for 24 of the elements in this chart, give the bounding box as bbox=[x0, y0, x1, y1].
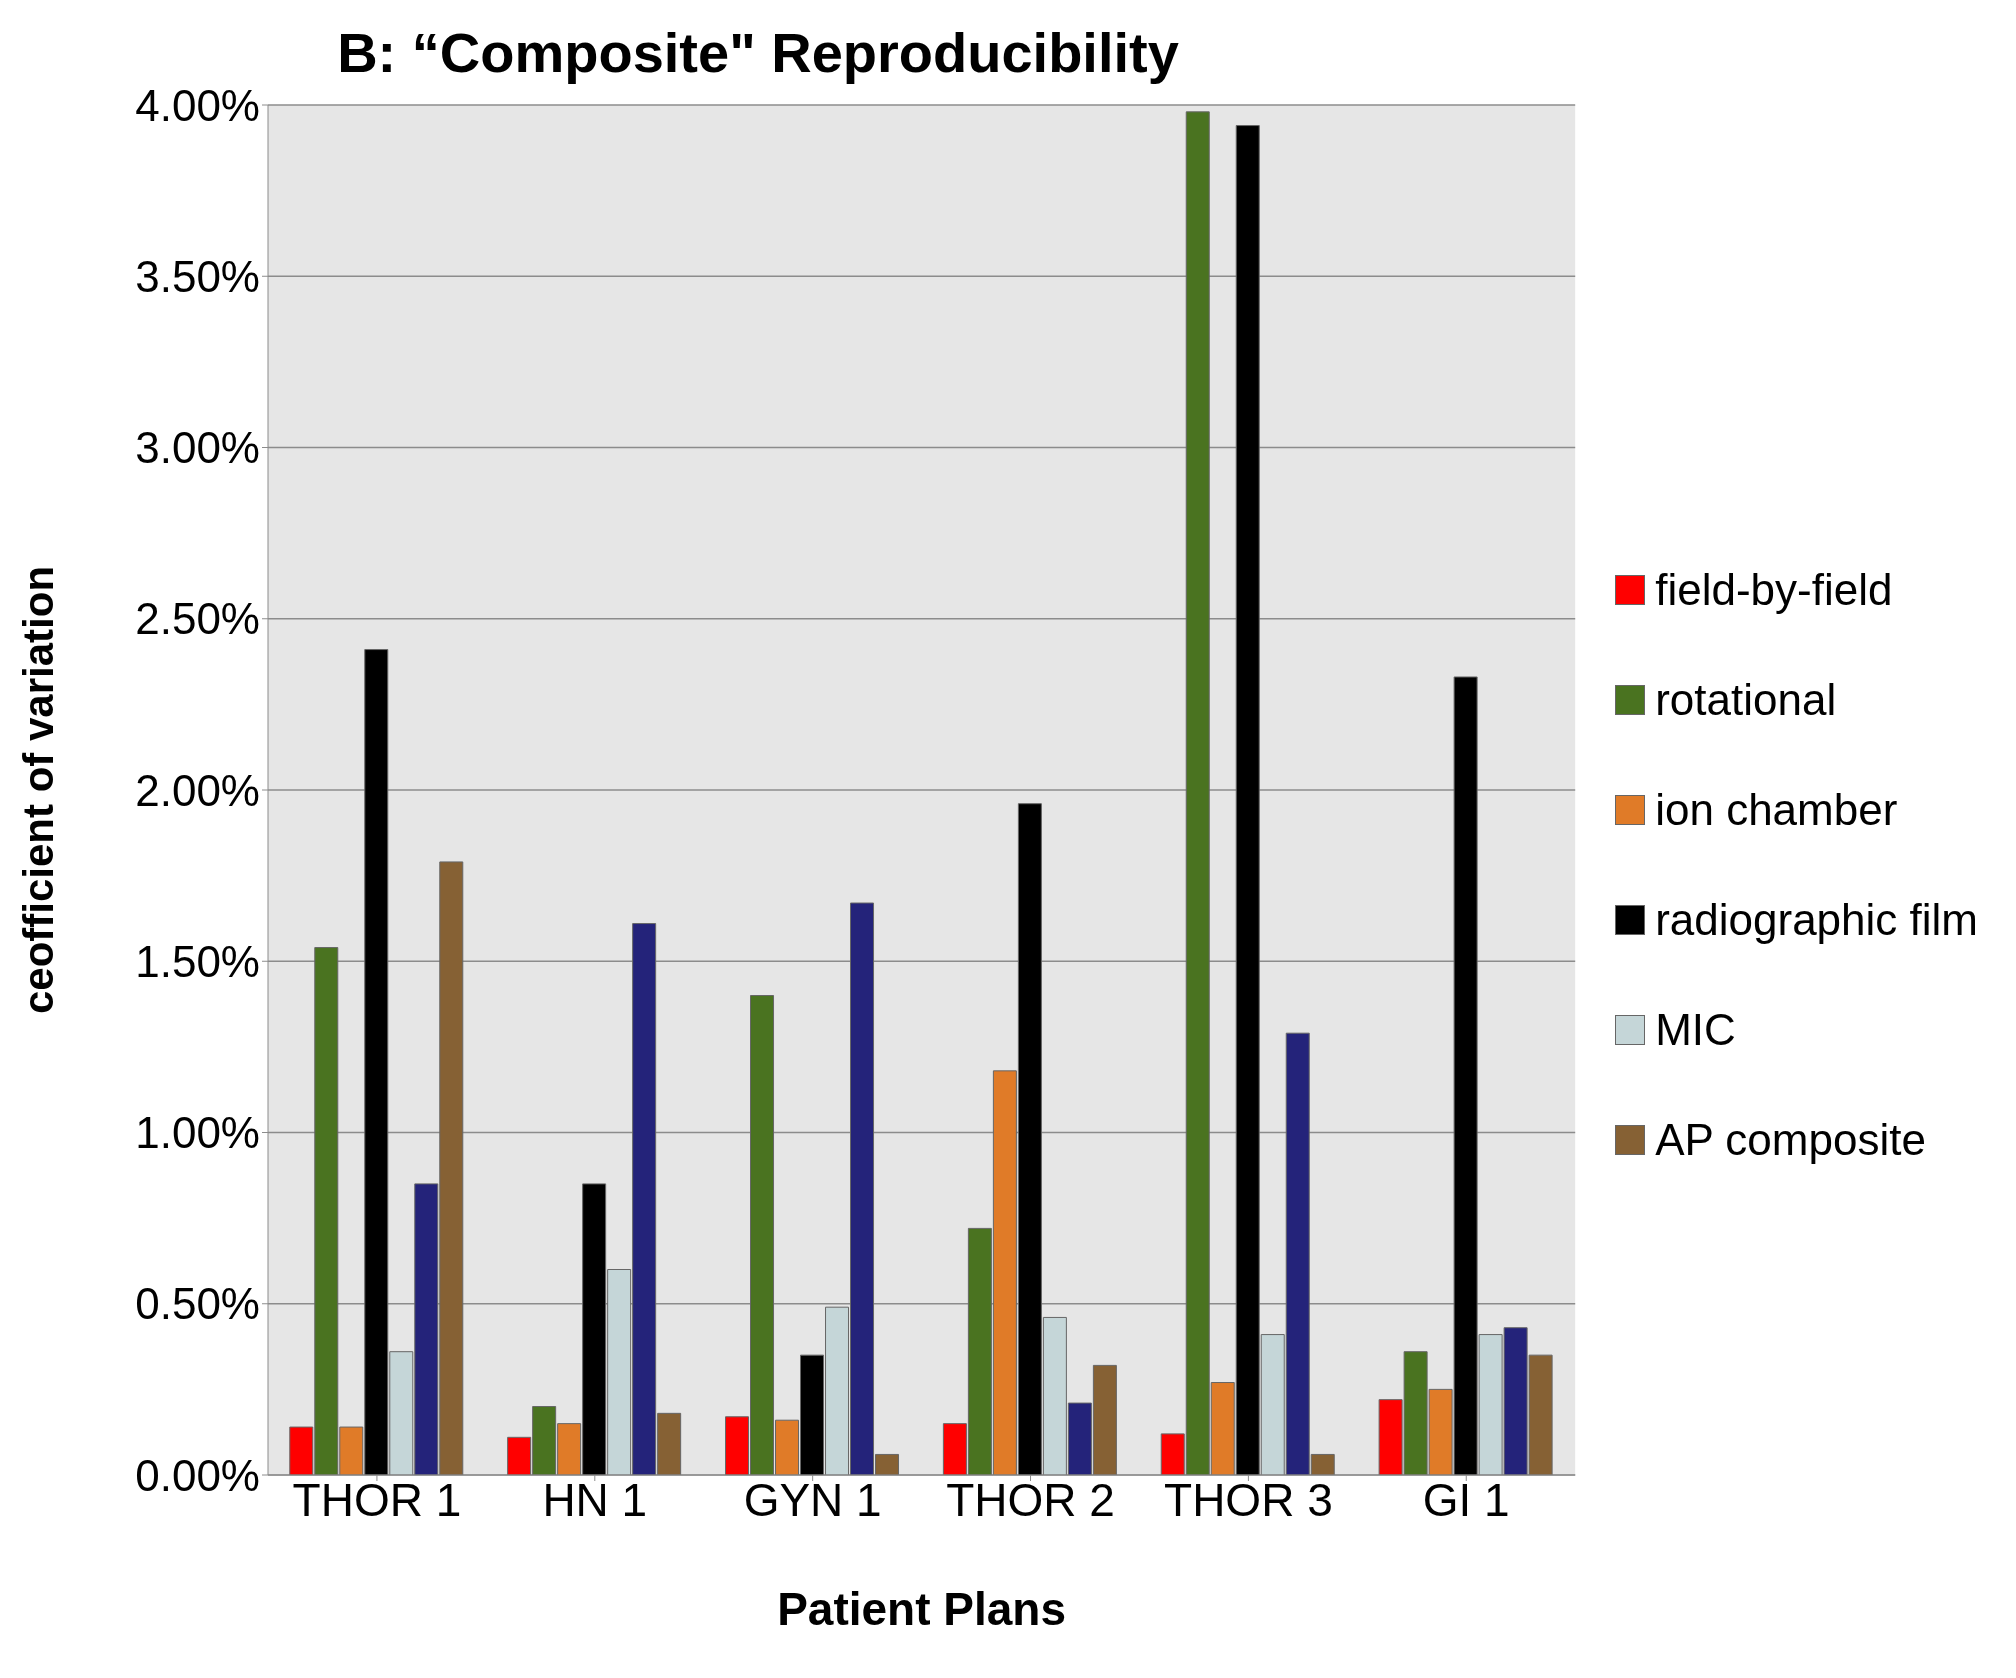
legend-label: AP composite bbox=[1655, 1115, 1926, 1165]
y-tick-label: 2.50% bbox=[135, 594, 260, 644]
y-axis-title: ceofficient of variation bbox=[14, 565, 62, 1015]
x-tick-label: THOR 3 bbox=[1164, 1473, 1333, 1526]
y-tick-label: 2.00% bbox=[135, 765, 260, 815]
legend-label: rotational bbox=[1655, 675, 1837, 725]
x-tick-label: GI 1 bbox=[1422, 1473, 1510, 1526]
x-tick-label: GYN 1 bbox=[743, 1473, 882, 1526]
y-tick-label: 0.50% bbox=[135, 1279, 260, 1329]
legend-label: MIC bbox=[1655, 1005, 1736, 1055]
y-tick-label: 3.50% bbox=[135, 251, 260, 301]
chart-title: B: “Composite" Reproducibility bbox=[337, 21, 1179, 84]
x-tick-label: THOR 1 bbox=[292, 1473, 462, 1526]
legend-label: radiographic film bbox=[1655, 895, 1978, 945]
x-tick-label: THOR 2 bbox=[946, 1473, 1115, 1526]
x-tick-label: HN 1 bbox=[542, 1473, 648, 1526]
x-axis-title: Patient Plans bbox=[777, 1583, 1067, 1635]
y-tick-label: 4.00% bbox=[135, 80, 260, 130]
y-tick-label: 0.00% bbox=[135, 1450, 260, 1500]
legend-label: field-by-field bbox=[1655, 565, 1893, 615]
legend-label: ion chamber bbox=[1655, 785, 1898, 835]
y-tick-label: 3.00% bbox=[135, 423, 260, 473]
y-tick-label: 1.00% bbox=[135, 1108, 260, 1158]
y-tick-label: 1.50% bbox=[135, 936, 260, 986]
